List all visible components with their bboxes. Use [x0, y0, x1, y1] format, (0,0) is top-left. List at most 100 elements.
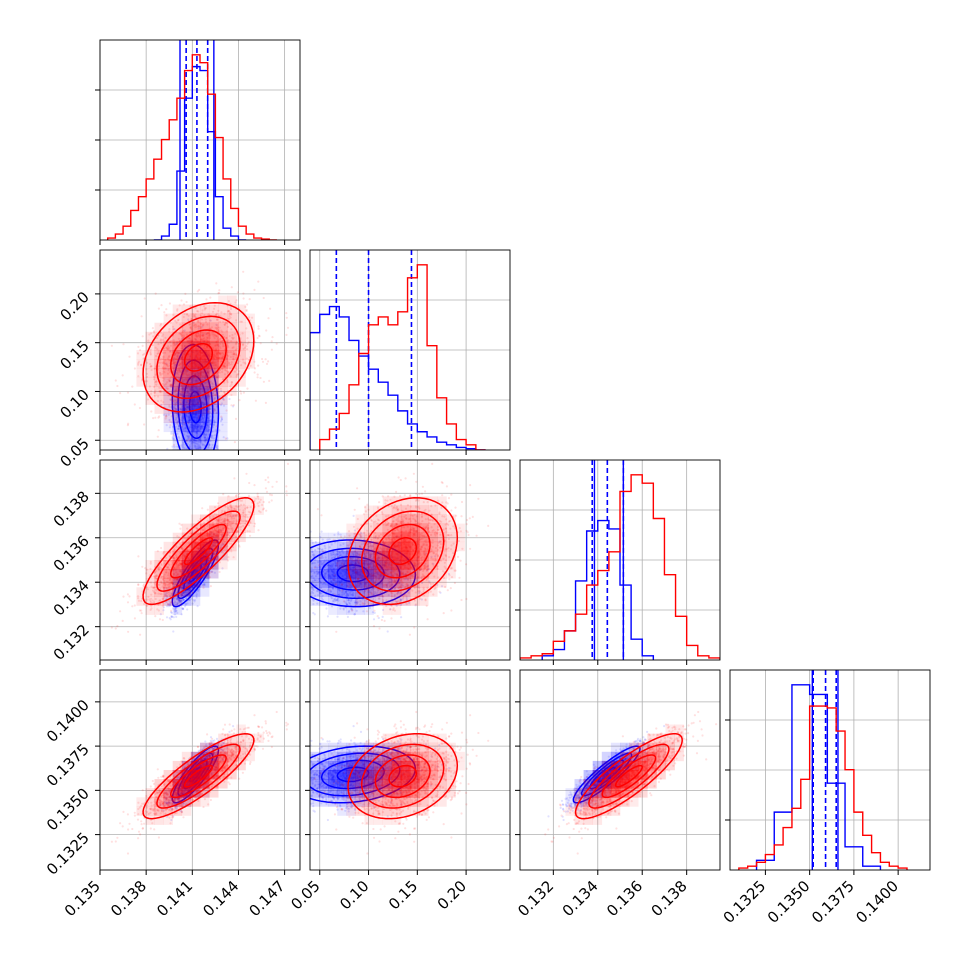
- density-cell: [145, 395, 155, 405]
- sample-point: [242, 297, 245, 300]
- sample-point: [171, 445, 174, 448]
- sample-point: [209, 419, 212, 422]
- sample-point: [184, 603, 187, 606]
- sample-point: [230, 336, 234, 339]
- sample-point: [183, 405, 186, 408]
- sample-point: [215, 411, 218, 415]
- sample-point: [198, 387, 201, 391]
- density-cell: [172, 422, 183, 433]
- sample-point: [235, 375, 238, 378]
- sample-point: [233, 352, 236, 356]
- sample-point: [143, 352, 146, 355]
- sample-point: [231, 337, 234, 340]
- sample-point: [230, 404, 233, 407]
- sample-point: [163, 367, 166, 370]
- density-cell: [172, 431, 183, 442]
- density-cell: [200, 395, 210, 405]
- sample-point: [206, 410, 210, 413]
- sample-point: [187, 399, 190, 402]
- sample-point: [189, 305, 192, 308]
- sample-point: [187, 318, 190, 321]
- sample-point: [186, 473, 188, 475]
- sample-point: [229, 351, 232, 354]
- sample-point: [227, 339, 230, 342]
- density-cell: [145, 359, 155, 369]
- sample-point: [213, 421, 216, 424]
- sample-point: [203, 432, 206, 436]
- sample-point: [159, 390, 162, 393]
- sample-point: [146, 375, 149, 379]
- sample-point: [199, 485, 201, 487]
- sample-point: [145, 361, 149, 364]
- sample-point: [178, 398, 181, 401]
- sample-point: [208, 470, 210, 472]
- sample-point: [230, 361, 233, 364]
- sample-point: [161, 618, 164, 622]
- sample-point: [175, 402, 178, 405]
- histogram-step-a: [153, 65, 247, 240]
- sample-point: [207, 393, 210, 396]
- sample-point: [203, 444, 206, 447]
- sample-point: [216, 387, 220, 390]
- sample-point: [154, 373, 157, 376]
- sample-point: [218, 395, 221, 398]
- density-cell: [245, 313, 255, 323]
- sample-point: [211, 392, 214, 395]
- sample-point: [201, 443, 204, 446]
- sample-point: [180, 425, 183, 428]
- sample-point: [189, 330, 192, 333]
- sample-point: [218, 403, 221, 406]
- sample-point: [166, 347, 169, 350]
- sample-point: [239, 390, 242, 393]
- sample-point: [206, 436, 210, 439]
- sample-point: [213, 402, 216, 406]
- sample-point: [214, 334, 217, 337]
- sample-point: [177, 389, 180, 392]
- sample-point: [172, 385, 175, 388]
- sample-point: [217, 376, 220, 379]
- sample-point: [221, 368, 224, 371]
- sample-point: [181, 384, 184, 387]
- sample-point: [172, 414, 175, 417]
- contour-line-a: [188, 390, 202, 424]
- density-cell: [209, 350, 219, 360]
- histogram-frame: [309, 249, 511, 451]
- sample-point: [149, 350, 152, 353]
- sample-point: [168, 418, 171, 422]
- sample-point: [171, 425, 174, 428]
- sample-point: [201, 325, 204, 328]
- sample-point: [178, 400, 182, 403]
- sample-point: [188, 440, 191, 443]
- density-cell: [190, 331, 201, 342]
- sample-point: [239, 320, 242, 323]
- sample-point: [285, 316, 288, 319]
- sample-point: [186, 387, 189, 390]
- sample-point: [246, 337, 249, 340]
- sample-point: [202, 323, 205, 326]
- density-cell: [172, 350, 183, 360]
- sample-point: [204, 398, 207, 401]
- sample-point: [198, 321, 201, 324]
- sample-point: [242, 292, 245, 295]
- density-cell: [181, 386, 192, 396]
- sample-point: [147, 339, 150, 342]
- sample-point: [236, 347, 239, 350]
- sample-point: [182, 461, 184, 463]
- density-cell: [209, 304, 219, 314]
- sample-point: [167, 413, 170, 416]
- sample-point: [227, 309, 230, 312]
- sample-point: [240, 341, 243, 344]
- sample-point: [184, 292, 187, 295]
- density-cell: [190, 404, 201, 414]
- density-cell: [245, 359, 255, 369]
- sample-point: [217, 391, 221, 394]
- sample-point: [181, 594, 184, 597]
- sample-point: [170, 594, 173, 597]
- sample-point: [181, 331, 184, 334]
- sample-point: [177, 601, 180, 604]
- sample-point: [199, 465, 201, 467]
- density-cell: [181, 340, 192, 351]
- sample-point: [158, 358, 161, 361]
- sample-point: [215, 466, 217, 468]
- sample-point: [168, 405, 171, 408]
